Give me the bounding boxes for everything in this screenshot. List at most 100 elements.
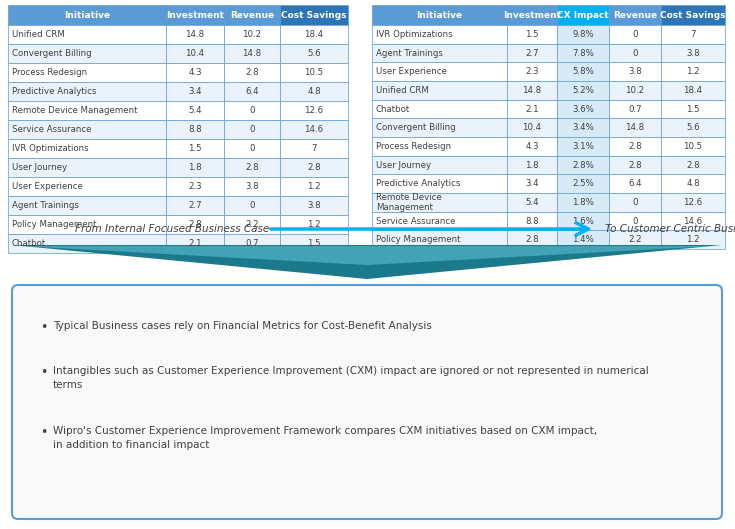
Text: Agent Trainings: Agent Trainings [12,201,79,210]
Text: 18.4: 18.4 [304,30,323,39]
Text: Service Assurance: Service Assurance [376,216,456,225]
Text: 6.4: 6.4 [628,179,642,188]
Bar [609,25,661,44]
Bar [661,99,725,118]
Text: User Experience: User Experience [12,182,83,191]
Bar [557,137,609,156]
Text: 0: 0 [249,106,255,115]
Polygon shape [12,245,722,279]
Text: Convergent Billing: Convergent Billing [12,49,92,58]
Text: 0.7: 0.7 [245,239,259,248]
Bar [557,193,609,212]
Text: 2.8: 2.8 [245,163,259,172]
Bar [609,156,661,175]
Bar [557,81,609,99]
Text: 14.8: 14.8 [185,30,204,39]
Bar [224,63,280,82]
Bar [8,158,166,177]
Bar [661,81,725,99]
Text: 12.6: 12.6 [304,106,323,115]
Text: Initiative: Initiative [417,11,462,20]
Bar [507,230,557,249]
Text: 10.5: 10.5 [304,68,323,77]
Text: 7: 7 [690,30,696,39]
Bar [661,230,725,249]
Bar [8,234,166,253]
Bar [507,156,557,175]
Text: 1.4%: 1.4% [572,235,594,244]
Text: Convergent Billing: Convergent Billing [376,123,456,132]
FancyBboxPatch shape [12,285,722,519]
Text: 0: 0 [249,125,255,134]
Text: 0: 0 [249,144,255,153]
Bar [8,63,166,82]
Bar [609,44,661,62]
Text: Remote Device
Management: Remote Device Management [376,193,442,212]
Bar [507,25,557,44]
Text: Service Assurance: Service Assurance [12,125,91,134]
Bar [661,137,725,156]
Text: 6.4: 6.4 [245,87,259,96]
Bar [372,193,507,212]
Bar [507,81,557,99]
Bar [166,196,224,215]
Text: 10.4: 10.4 [185,49,204,58]
Bar [8,139,166,158]
Bar [280,196,348,215]
Text: 1.8: 1.8 [188,163,202,172]
Bar [166,82,224,101]
Polygon shape [20,246,714,265]
Text: 3.8: 3.8 [686,49,700,58]
Bar [557,62,609,81]
Bar [507,44,557,62]
Text: Investment: Investment [503,11,561,20]
Text: Unified CRM: Unified CRM [12,30,65,39]
Bar [280,139,348,158]
Text: •: • [40,321,47,334]
Bar [224,158,280,177]
Bar [8,5,166,25]
Text: 5.4: 5.4 [526,198,539,207]
Text: 2.5%: 2.5% [572,179,594,188]
Bar [372,230,507,249]
Text: 1.5: 1.5 [686,105,700,114]
Bar [661,193,725,212]
Text: 0: 0 [249,201,255,210]
Bar [507,175,557,193]
Bar [166,177,224,196]
Bar [609,212,661,230]
Bar [166,25,224,44]
Text: Revenue: Revenue [613,11,657,20]
Text: Agent Trainings: Agent Trainings [376,49,443,58]
Bar [280,158,348,177]
Text: 1.8: 1.8 [526,160,539,169]
Text: Investment: Investment [166,11,224,20]
Text: 1.2: 1.2 [307,182,320,191]
Text: 2.8: 2.8 [245,68,259,77]
Text: 2.7: 2.7 [188,201,202,210]
Text: 14.8: 14.8 [625,123,645,132]
Bar [661,62,725,81]
Text: 10.2: 10.2 [625,86,645,95]
Bar [372,62,507,81]
Text: 14.8: 14.8 [523,86,542,95]
Text: User Journey: User Journey [12,163,67,172]
Text: 12.6: 12.6 [684,198,703,207]
Text: 10.4: 10.4 [523,123,542,132]
Bar [557,99,609,118]
Bar [224,177,280,196]
Text: 10.2: 10.2 [243,30,262,39]
Text: 1.2: 1.2 [307,220,320,229]
Text: •: • [40,366,47,379]
Text: 3.8: 3.8 [307,201,320,210]
Bar [8,215,166,234]
Bar [8,196,166,215]
Bar [166,44,224,63]
Text: 9.8%: 9.8% [572,30,594,39]
Text: 8.8: 8.8 [526,216,539,225]
Text: IVR Optimizations: IVR Optimizations [376,30,453,39]
Bar [280,63,348,82]
Text: Predictive Analytics: Predictive Analytics [376,179,460,188]
Bar [280,215,348,234]
Text: 5.6: 5.6 [307,49,320,58]
